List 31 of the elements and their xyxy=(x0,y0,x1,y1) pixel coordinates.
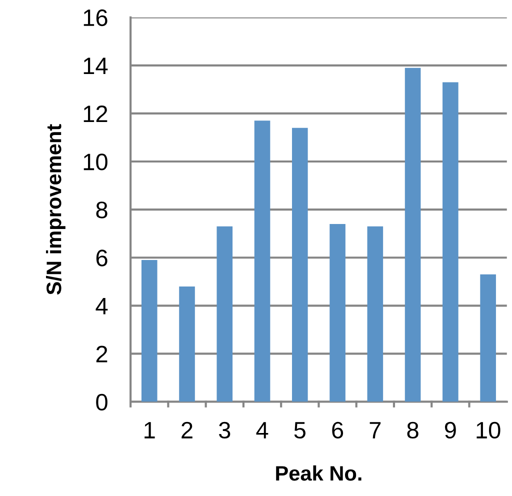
x-tick-label: 9 xyxy=(444,422,456,439)
x-tick-label: 6 xyxy=(332,422,344,439)
y-tick-label: 14 xyxy=(84,58,108,74)
x-tick-label: 5 xyxy=(294,422,306,439)
y-tick-label: 2 xyxy=(96,346,108,362)
x-tick-label: 3 xyxy=(218,422,230,439)
bar xyxy=(254,120,270,402)
bar xyxy=(330,224,346,402)
bar xyxy=(480,274,496,402)
bar xyxy=(292,128,308,402)
x-tick-label: 7 xyxy=(370,422,381,438)
y-axis-title: S/N improvement xyxy=(46,124,66,295)
y-tick-label: 0 xyxy=(96,394,108,411)
x-tick-label: 2 xyxy=(182,422,192,438)
y-tick-label: 10 xyxy=(84,154,108,170)
y-tick-label: 16 xyxy=(84,9,108,26)
bar xyxy=(442,82,458,402)
bar xyxy=(216,226,233,402)
y-tick-label: 6 xyxy=(96,250,108,266)
y-tick-label: 4 xyxy=(96,298,108,314)
x-axis-title: Peak No. xyxy=(276,465,362,481)
x-tick-label: 8 xyxy=(407,422,418,439)
bar xyxy=(404,68,421,402)
x-tick-label: 1 xyxy=(144,422,155,438)
x-tick-label: 4 xyxy=(256,422,268,438)
y-tick-label: 8 xyxy=(96,202,108,218)
bar xyxy=(141,260,158,402)
bar xyxy=(179,286,195,402)
bar xyxy=(367,226,384,402)
y-tick-label: 12 xyxy=(84,106,108,122)
x-tick-label: 10 xyxy=(476,422,500,439)
